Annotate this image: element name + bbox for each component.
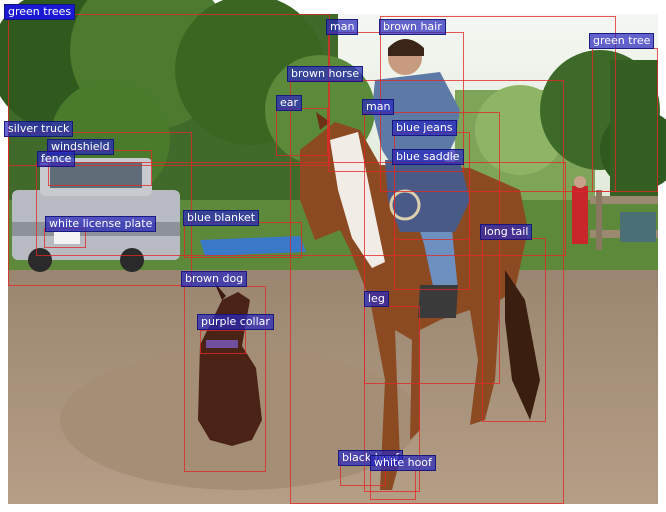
label-ear: ear: [276, 95, 303, 111]
label-white-license-plate: white license plate: [45, 216, 157, 232]
box-blue-blanket: [184, 222, 302, 258]
truck: [12, 158, 180, 272]
label-purple-collar: purple collar: [197, 314, 274, 330]
label-blue-saddle: blue saddle: [392, 149, 464, 165]
box-green-trees: [8, 14, 330, 166]
label-leg: leg: [364, 291, 389, 307]
box-purple-collar: [200, 330, 246, 354]
label-green-trees: green trees: [4, 4, 76, 20]
box-brown-horse: [290, 80, 564, 504]
label-silver-truck: silver truck: [4, 121, 74, 137]
label-fence: fence: [37, 151, 76, 167]
label-white-hoof: white hoof: [370, 455, 436, 471]
fence: [590, 190, 658, 250]
label-man-top: man: [326, 19, 359, 35]
label-green-tree: green tree: [589, 33, 655, 49]
box-man: [364, 112, 500, 384]
label-man: man: [362, 99, 395, 115]
box-blue-saddle: [394, 162, 470, 240]
box-silver-truck: [8, 132, 192, 286]
box-leg: [364, 306, 420, 492]
box-white-hoof: [370, 470, 416, 500]
label-brown-horse: brown horse: [287, 66, 364, 82]
label-blue-jeans: blue jeans: [392, 120, 457, 136]
label-blue-blanket: blue blanket: [183, 210, 260, 226]
box-green-tree: [592, 48, 658, 192]
box-long-tail: [482, 238, 546, 422]
label-long-tail: long tail: [480, 224, 533, 240]
box-ear: [276, 108, 328, 156]
label-brown-dog: brown dog: [181, 271, 248, 287]
label-brown-hair: brown hair: [379, 19, 446, 35]
